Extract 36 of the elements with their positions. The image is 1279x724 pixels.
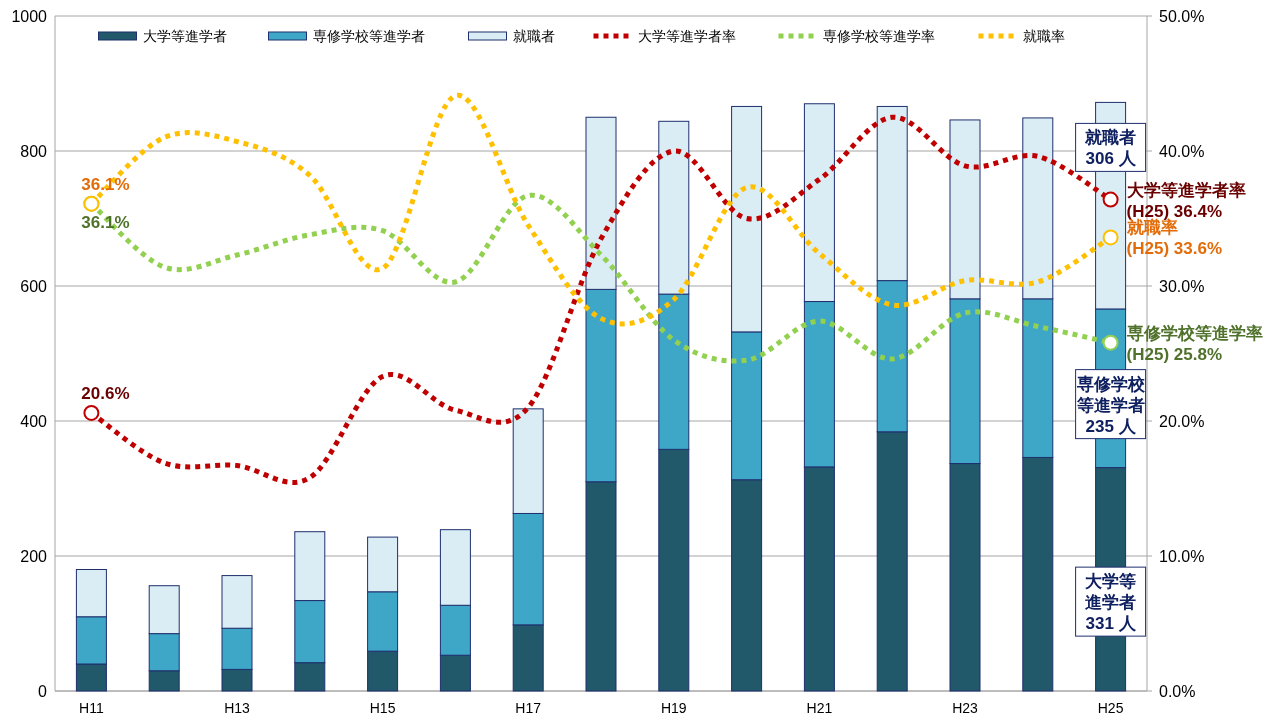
legend-label: 就職率 [1022, 28, 1065, 44]
y2-tick-label: 20.0% [1159, 413, 1205, 430]
y2-tick-label: 50.0% [1159, 8, 1205, 25]
x-tick-label: H17 [515, 700, 542, 716]
x-tick-label: H21 [806, 700, 833, 716]
legend-label: 専修学校等進学率 [822, 28, 935, 44]
legend-label: 専修学校等進学者 [312, 28, 425, 44]
y2-tick-label: 0.0% [1159, 683, 1196, 700]
y-tick-label: 600 [20, 278, 48, 295]
x-tick-label: H15 [369, 700, 396, 716]
annotation: 就職者306 人 [1075, 122, 1147, 172]
y-tick-label: 400 [20, 413, 48, 430]
annotation: 大学等進学者331 人 [1075, 566, 1147, 637]
legend-label: 大学等進学者率 [637, 28, 736, 44]
y-tick-label: 200 [20, 548, 48, 565]
data-label: 36.1% [81, 174, 130, 194]
annotation: 大学等進学者331 人 [1085, 572, 1137, 634]
data-label: 就職率 (H25) 33.6% [1125, 218, 1223, 259]
data-label: 20.6% [81, 383, 130, 403]
data-label: 専修学校等進学率 (H25) 25.8% [1125, 323, 1263, 364]
legend-label: 就職者 [512, 28, 555, 44]
x-tick-label: H25 [1097, 700, 1124, 716]
legend-label: 大学等進学者 [142, 28, 227, 44]
annotation: 就職者306 人 [1084, 128, 1137, 169]
x-tick-label: H13 [224, 700, 251, 716]
y-tick-label: 1000 [11, 8, 48, 25]
annotation: 専修学校等進学者235 人 [1075, 369, 1147, 440]
y2-tick-label: 40.0% [1159, 143, 1205, 160]
x-tick-label: H11 [79, 700, 104, 716]
x-tick-label: H19 [660, 700, 687, 716]
x-tick-label: H23 [952, 700, 979, 716]
data-label: 36.1% [81, 212, 130, 232]
y-tick-label: 800 [20, 143, 48, 160]
y2-tick-label: 30.0% [1159, 278, 1205, 295]
y2-tick-label: 10.0% [1159, 548, 1205, 565]
y-tick-label: 0 [38, 683, 48, 700]
